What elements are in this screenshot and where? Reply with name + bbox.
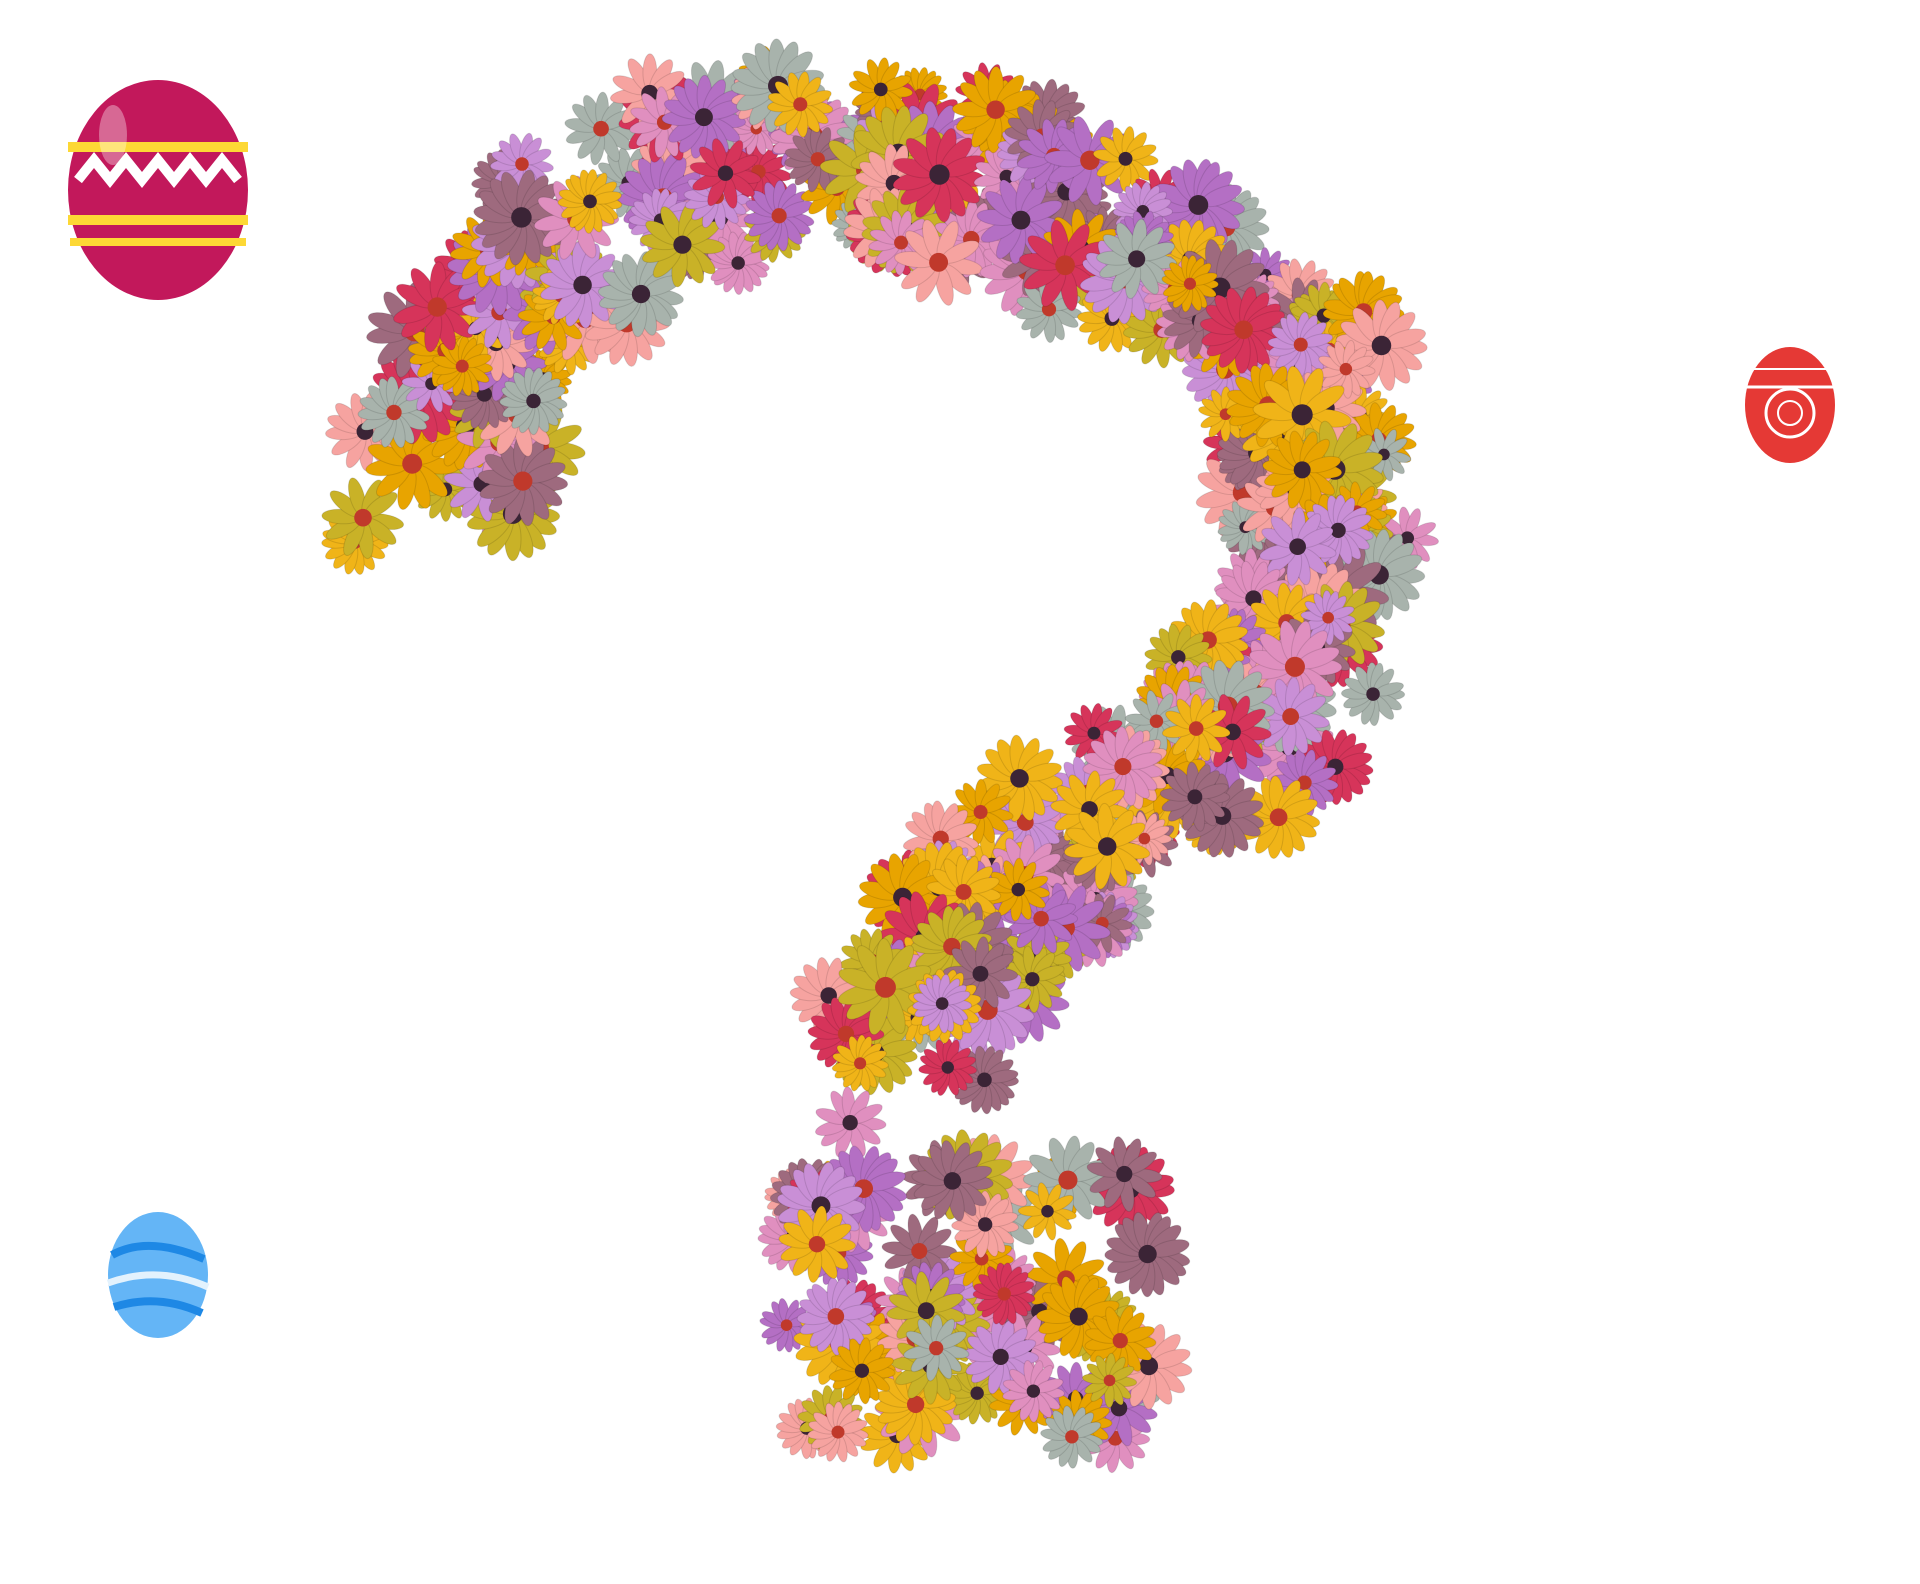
flower bbox=[828, 1337, 896, 1405]
flower bbox=[903, 1314, 970, 1382]
flower bbox=[564, 91, 638, 166]
flower bbox=[972, 1262, 1036, 1326]
flower bbox=[976, 734, 1064, 823]
flower bbox=[431, 335, 494, 397]
flower bbox=[1040, 1405, 1104, 1469]
flower bbox=[1262, 430, 1343, 510]
flower bbox=[1004, 881, 1079, 956]
flower bbox=[1316, 339, 1376, 399]
question-mark-hook bbox=[321, 38, 1440, 1158]
red-ornamental-easter-egg bbox=[1745, 347, 1835, 463]
flower bbox=[1086, 1136, 1163, 1213]
flower bbox=[951, 66, 1040, 154]
blue-swirl-easter-egg bbox=[106, 1212, 210, 1338]
flower bbox=[767, 71, 834, 138]
flower bbox=[689, 138, 762, 209]
flower bbox=[962, 1318, 1040, 1395]
flower bbox=[778, 1205, 857, 1284]
flower bbox=[639, 202, 726, 288]
flower bbox=[1161, 693, 1231, 763]
flower bbox=[1002, 1360, 1065, 1423]
flower bbox=[814, 1086, 887, 1158]
pink-striped-easter-egg bbox=[68, 80, 248, 300]
flower bbox=[1092, 125, 1159, 192]
flower bbox=[759, 1297, 815, 1353]
flower bbox=[1151, 158, 1246, 252]
flower bbox=[1335, 299, 1428, 392]
flower bbox=[706, 231, 770, 296]
flower bbox=[357, 375, 431, 449]
flower bbox=[557, 168, 623, 234]
flower bbox=[1159, 761, 1231, 832]
flower bbox=[1199, 286, 1288, 374]
flower bbox=[796, 1277, 876, 1356]
flower bbox=[1340, 661, 1406, 727]
flower bbox=[499, 367, 568, 436]
flower bbox=[1081, 1352, 1138, 1409]
flower bbox=[848, 57, 914, 122]
flower bbox=[1017, 1182, 1077, 1241]
flower bbox=[911, 1140, 994, 1222]
flower bbox=[477, 435, 569, 527]
flower bbox=[912, 973, 973, 1034]
flower bbox=[1259, 507, 1337, 586]
flower bbox=[1300, 589, 1356, 646]
flower bbox=[986, 857, 1051, 922]
flower bbox=[894, 219, 983, 306]
flower bbox=[1104, 1211, 1191, 1298]
flower bbox=[831, 1034, 889, 1092]
flower bbox=[910, 905, 993, 988]
flower bbox=[743, 179, 815, 252]
flower bbox=[1096, 218, 1178, 300]
flower bbox=[807, 1401, 869, 1463]
question-mark-dot bbox=[757, 1129, 1193, 1474]
flower bbox=[1063, 802, 1151, 890]
flower bbox=[1161, 254, 1219, 313]
flower bbox=[918, 1037, 978, 1097]
flower bbox=[597, 251, 684, 338]
